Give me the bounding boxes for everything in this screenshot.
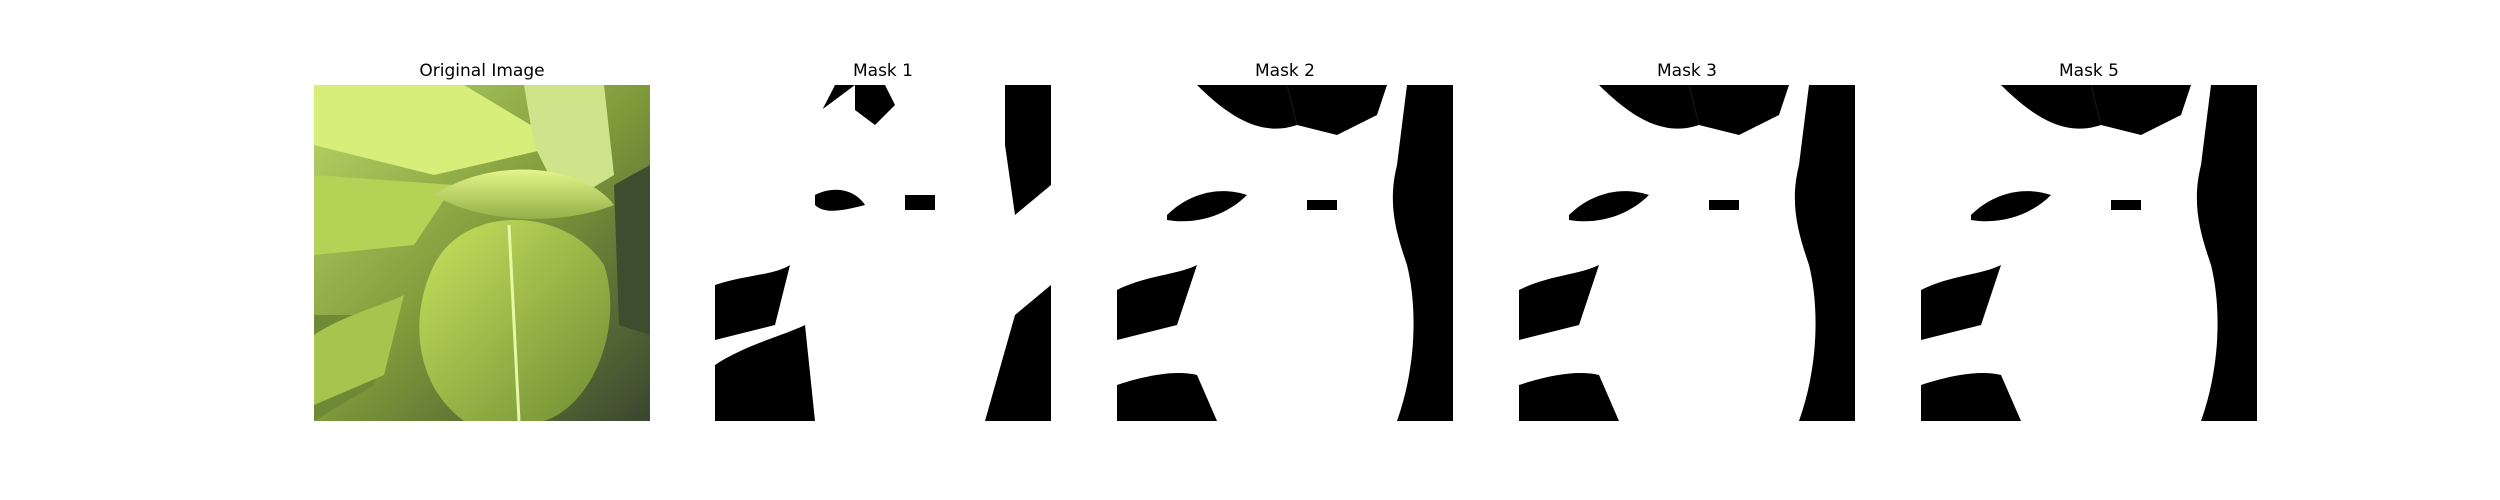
panel-original-image: Original Image bbox=[314, 0, 650, 500]
panel-title: Mask 1 bbox=[852, 61, 913, 81]
panel-mask-1: Mask 1 bbox=[715, 0, 1051, 500]
segmentation-mask-5 bbox=[1921, 85, 2257, 421]
panel-title: Mask 5 bbox=[2058, 61, 2119, 81]
segmentation-mask-3 bbox=[1519, 85, 1855, 421]
panel-title: Mask 3 bbox=[1656, 61, 1717, 81]
segmentation-mask-2 bbox=[1117, 85, 1453, 421]
panel-mask-2: Mask 2 bbox=[1117, 0, 1453, 500]
panel-mask-3: Mask 3 bbox=[1519, 0, 1855, 500]
panel-title: Original Image bbox=[419, 61, 545, 81]
segmentation-mask-1 bbox=[715, 85, 1051, 421]
panel-title: Mask 2 bbox=[1254, 61, 1315, 81]
panel-mask-5: Mask 5 bbox=[1921, 0, 2257, 500]
original-plant-photo bbox=[314, 85, 650, 421]
